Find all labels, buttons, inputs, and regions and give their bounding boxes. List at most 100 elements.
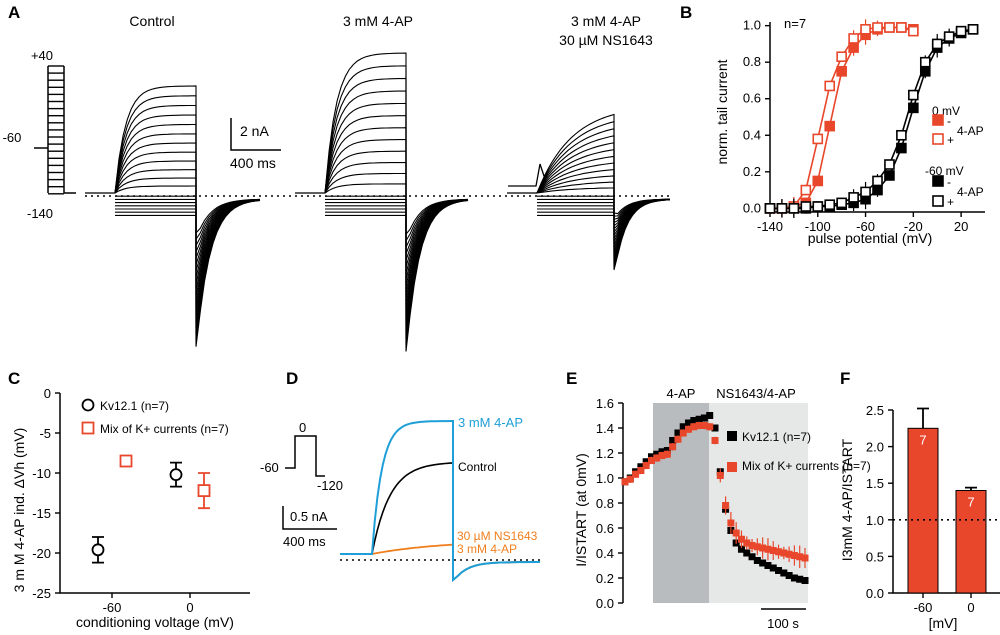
b-point xyxy=(896,22,907,33)
current-trace xyxy=(325,195,469,274)
b-legend-marker xyxy=(932,195,944,207)
b-legend: 0 mV 4-AP -60 mV 4-AP -+-+ xyxy=(925,104,984,209)
e-legend: Kv12.1 (n=7) Mix of K+ currents (n=7) xyxy=(727,430,871,473)
f-bar-label: 7 xyxy=(919,432,926,447)
current-trace xyxy=(114,160,261,297)
b-point xyxy=(800,184,812,196)
current-traces xyxy=(85,52,672,352)
c-legend-mix: Mix of K+ currents (n=7) xyxy=(100,422,229,436)
panel-f-label: F xyxy=(840,369,850,388)
current-trace xyxy=(324,172,469,287)
f-ytick-label: 1.0 xyxy=(866,513,884,528)
e-point xyxy=(685,419,693,427)
e-point xyxy=(780,569,788,577)
b-point xyxy=(896,142,907,154)
current-trace xyxy=(115,198,261,253)
e-point xyxy=(796,575,804,583)
b-ytick-label: 0.2 xyxy=(743,164,761,179)
traces-control xyxy=(85,85,261,347)
current-trace xyxy=(114,104,261,335)
b-point xyxy=(836,197,847,209)
e-point xyxy=(700,422,708,429)
b-point xyxy=(812,175,824,187)
panel-d: D 0 -60 -120 0.5 nA 400 ms 3 mM 4-AP Con… xyxy=(260,369,540,583)
b-point xyxy=(824,199,836,210)
b-point xyxy=(896,129,907,141)
b-point xyxy=(836,66,847,77)
c-legend-marker-mix xyxy=(81,421,95,435)
e-point xyxy=(679,423,687,431)
b-ylabel: norm. tail current xyxy=(714,59,730,164)
current-trace xyxy=(114,151,261,303)
e-point xyxy=(785,572,793,579)
b-point xyxy=(776,203,788,214)
e-point xyxy=(716,472,724,479)
e-point xyxy=(674,435,682,443)
c-legend-marker-kv121 xyxy=(81,398,95,412)
c-point xyxy=(197,484,211,498)
e-point xyxy=(737,545,745,553)
c-xlabel: conditioning voltage (mV) xyxy=(76,614,234,630)
panel-c-label: C xyxy=(8,369,20,388)
current-trace xyxy=(536,187,671,237)
panel-e-label: E xyxy=(566,369,577,388)
b-legend-marker xyxy=(932,133,944,145)
c-xtick-label: 0 xyxy=(186,600,193,615)
c-ytick-label: -20 xyxy=(32,546,51,561)
e-point xyxy=(748,553,756,561)
e-ytick-label: 0.4 xyxy=(596,546,614,561)
e-ytick-label: 0.6 xyxy=(596,521,614,536)
d-label-control: Control xyxy=(458,460,497,474)
f-xlabel: [mV] xyxy=(929,615,958,631)
current-trace xyxy=(536,120,671,267)
f-error-bar xyxy=(965,486,977,491)
e-point xyxy=(722,502,730,509)
b-point xyxy=(931,38,943,50)
e-point xyxy=(753,543,761,551)
voltage-protocol: +40 -60 -140 xyxy=(3,48,76,221)
e-point xyxy=(706,412,714,419)
e-point xyxy=(711,424,719,432)
current-trace xyxy=(324,115,469,320)
b-legend-side-60mv: 4-AP xyxy=(957,185,984,199)
e-point xyxy=(775,548,783,556)
b-point xyxy=(908,102,919,114)
e-point xyxy=(679,429,687,437)
f-ytick-label: 0.0 xyxy=(866,586,884,601)
e-point xyxy=(690,417,698,424)
f-error-bar xyxy=(917,407,929,429)
d-scale-bar xyxy=(282,506,337,530)
current-trace xyxy=(324,162,469,293)
e-ytick-label: 1.6 xyxy=(596,396,614,411)
c-point xyxy=(119,454,133,468)
c-ytick-label: -25 xyxy=(32,586,51,601)
b-point xyxy=(919,56,931,68)
current-trace xyxy=(324,183,469,280)
panel-a-label: A xyxy=(8,3,20,22)
b-annotation: n=7 xyxy=(784,16,806,31)
b-point xyxy=(812,201,824,212)
current-trace xyxy=(114,114,261,328)
e-legend-mix: Mix of K+ currents (n=7) xyxy=(742,459,871,473)
f-ytick-label: 2.0 xyxy=(866,440,884,455)
c-point xyxy=(91,543,105,557)
b-legend-sign: + xyxy=(947,195,954,209)
e-point xyxy=(737,535,745,543)
f-ylabel: I3mM 4-AP/ISTART xyxy=(839,438,855,561)
current-trace xyxy=(115,195,261,272)
title-control: Control xyxy=(129,13,174,29)
e-point xyxy=(764,562,772,569)
d-trace-4ap xyxy=(340,420,540,583)
b-xtick-label: -60 xyxy=(856,219,875,234)
d-label-4ap: 3 mM 4-AP xyxy=(458,415,523,430)
b-legend-sign: - xyxy=(947,175,951,189)
e-point xyxy=(647,457,655,464)
e-point xyxy=(695,415,703,423)
f-ytick-label: 0.5 xyxy=(866,549,884,564)
e-ytick-label: 0.8 xyxy=(596,496,614,511)
e-point xyxy=(711,437,719,444)
e-point xyxy=(706,423,714,431)
e-point xyxy=(796,553,804,561)
e-point xyxy=(769,564,777,572)
